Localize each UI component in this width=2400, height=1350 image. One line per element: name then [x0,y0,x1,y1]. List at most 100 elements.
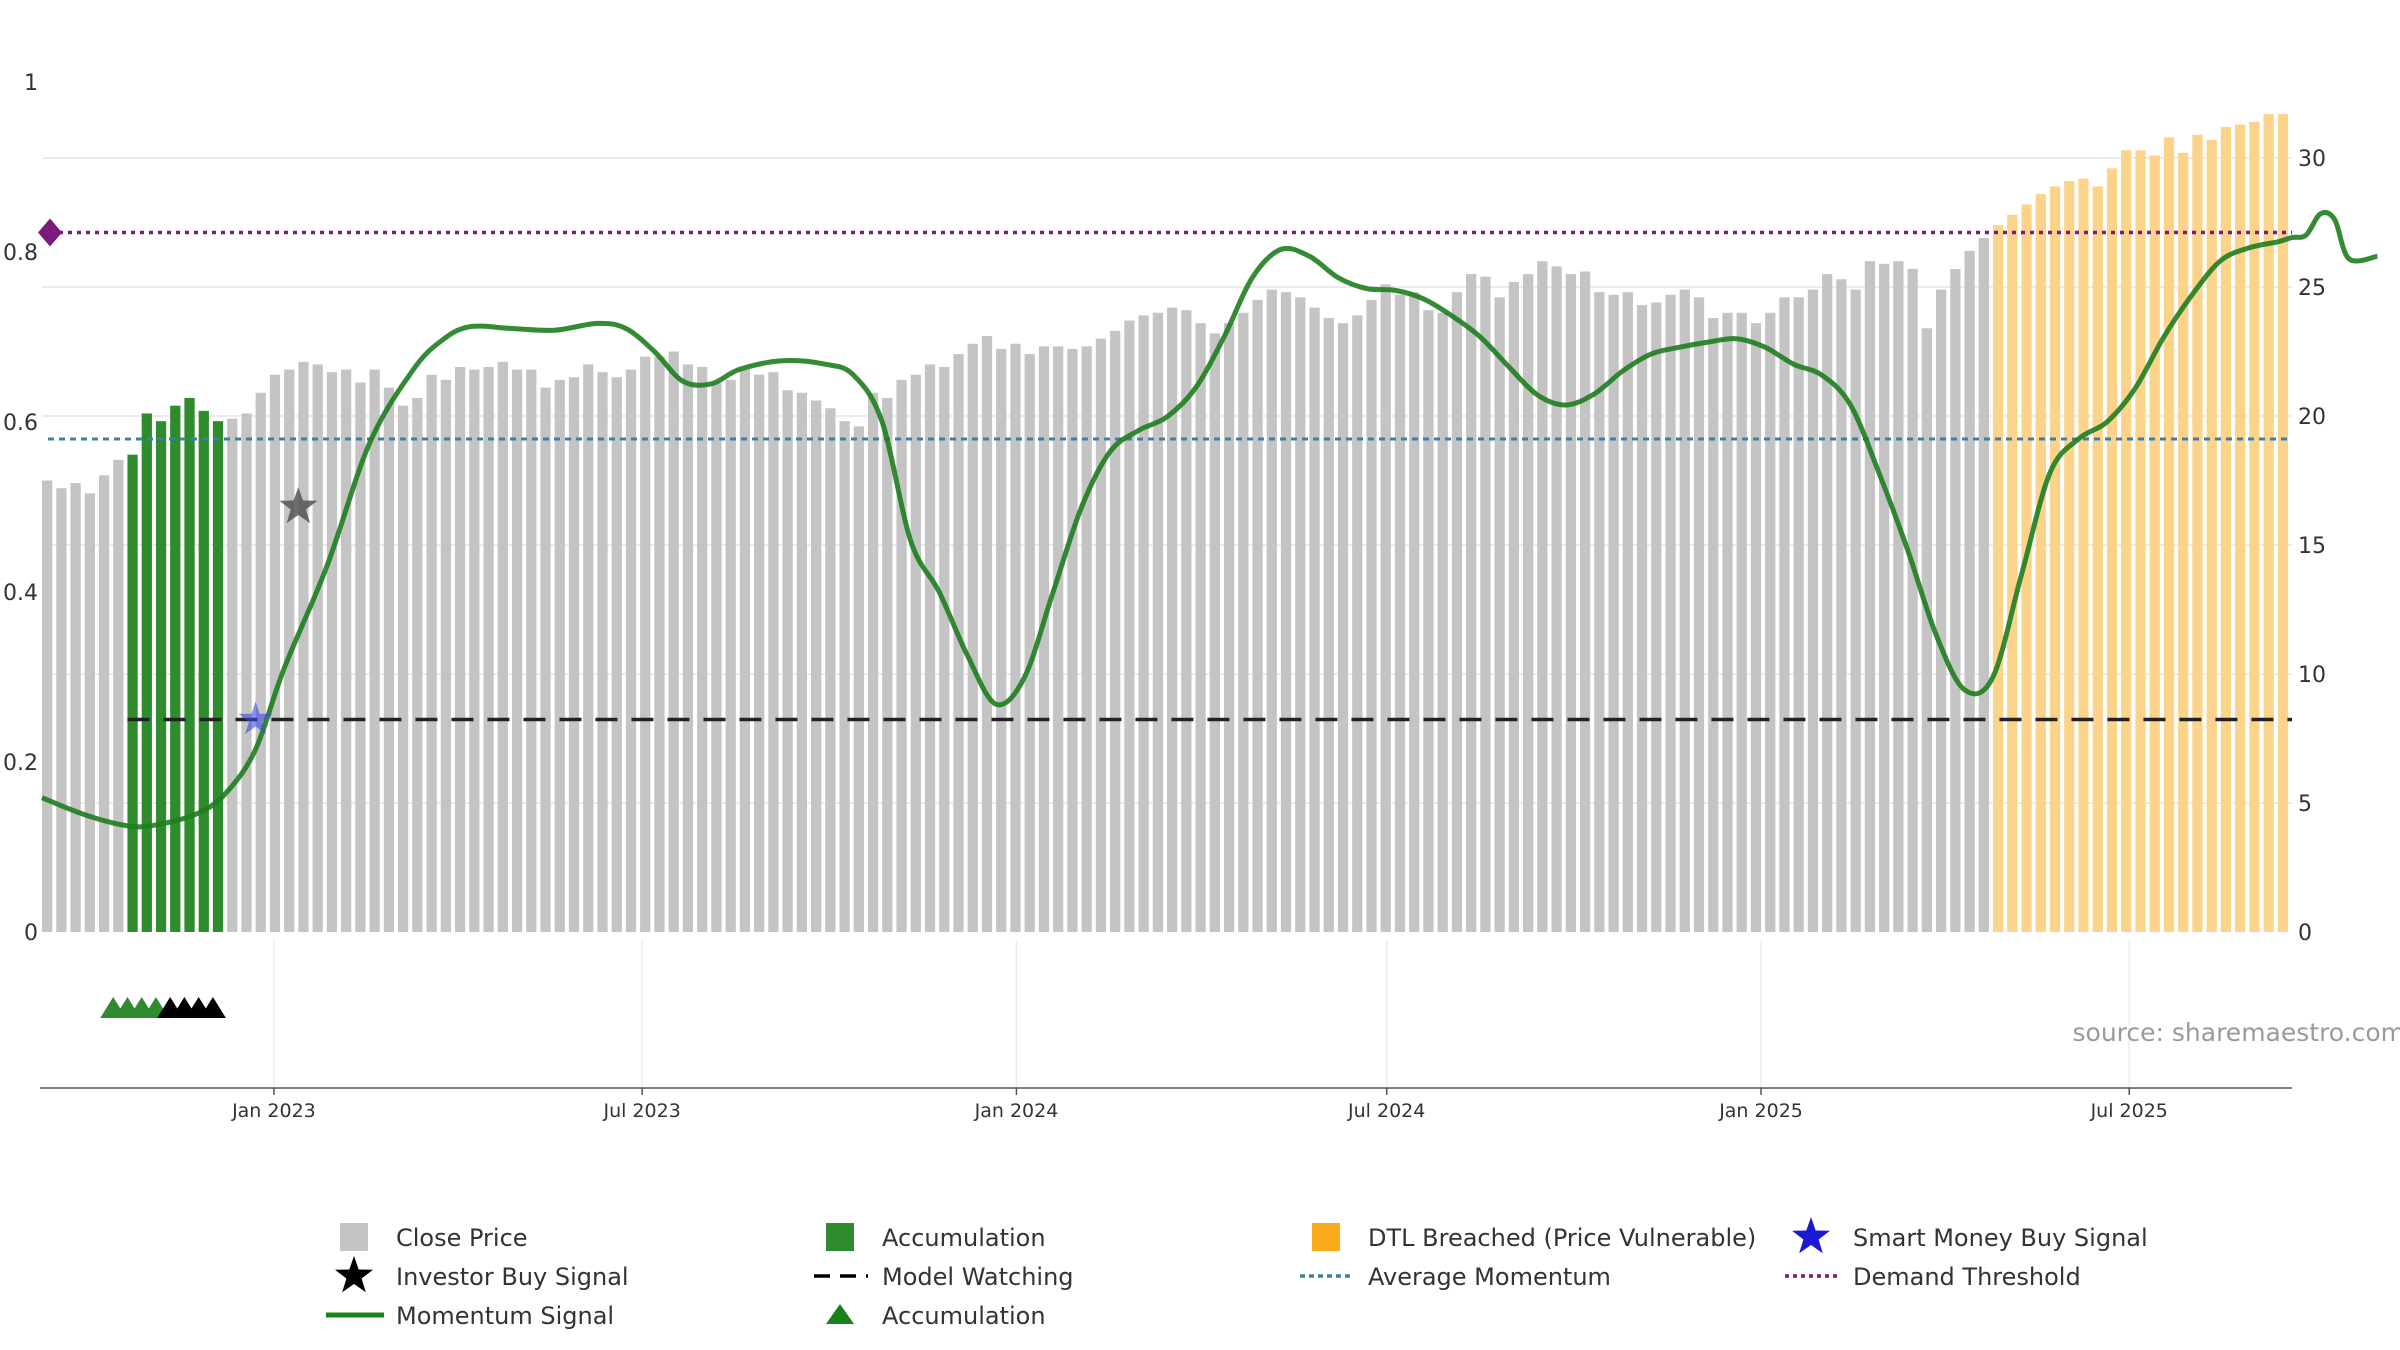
legend-item: Demand Threshold [1785,1263,2081,1291]
legend-swatch [826,1223,854,1251]
close-price-bar [924,364,936,932]
close-price-bar [1252,299,1263,932]
close-price-bar [1565,274,1576,933]
accumulation-bar [127,454,138,932]
legend-label: Close Price [396,1224,528,1252]
left-axis-tick-label: 0.4 [3,581,38,606]
close-price-bar [1366,299,1377,932]
close-price-bar [269,374,281,933]
close-price-bar [1893,261,1904,932]
close-price-bar [1038,346,1050,933]
accumulation-bar [141,413,152,932]
dtl-breached-bar [2121,150,2132,932]
close-price-bar [1394,294,1406,932]
dtl-breached-bar [2163,137,2175,933]
close-price-bar [1067,348,1078,932]
close-price-bar [454,366,466,933]
right-axis-tick-label: 30 [2298,147,2326,172]
close-price-bar [1223,323,1235,932]
close-price-bar [1736,312,1747,932]
close-price-bar [326,372,338,932]
demand-threshold-diamond [38,218,62,247]
left-axis-tick-label: 0.6 [3,411,38,436]
close-price-bar [1095,338,1107,933]
dtl-breached-bar [2021,204,2032,932]
close-price-bar [1167,307,1178,932]
legend-label: Model Watching [882,1263,1074,1291]
right-axis-tick-label: 10 [2298,663,2326,688]
left-axis-tick-label: 0.8 [3,241,38,266]
right-axis-tick-label: 15 [2298,534,2326,559]
close-price-bar [1836,279,1847,932]
close-price-bar [1010,343,1021,932]
close-price-bar [1636,305,1648,932]
legend-item: Close Price [340,1223,528,1252]
close-price-bar [1765,312,1776,932]
x-axis-tick-label: Jan 2023 [231,1100,316,1122]
close-price-bar [1195,323,1206,932]
close-price-bar [782,390,793,932]
close-price-bar [440,379,451,932]
dtl-breached-bar [2263,114,2274,932]
close-price-bar [1651,302,1662,933]
dtl-breached-bar [2178,152,2189,933]
close-price-bar [1437,312,1448,932]
close-price-bar [526,369,537,932]
dtl-breached-bar [2049,186,2061,932]
close-price-bar [483,366,494,933]
close-price-bar [967,343,978,932]
close-price-bar [1879,263,1890,932]
close-price-bar [953,354,964,933]
signal-markers [38,218,318,1018]
close-price-bar [1579,271,1591,932]
close-price-bar [469,369,480,932]
dtl-breached-bar [2035,194,2046,932]
dtl-breached-bar [2135,150,2146,932]
close-price-bar [1508,281,1520,933]
close-price-bar [1807,289,1819,933]
right-axis-tick-label: 25 [2298,276,2326,301]
legend-item: Accumulation [826,1302,1046,1330]
close-price-bar [739,369,751,932]
legend-item: Momentum Signal [326,1302,614,1330]
close-price-bar [1053,346,1064,933]
close-price-bar [227,418,238,933]
legend-label: Average Momentum [1368,1263,1611,1291]
source-label: source: sharemaestro.com [2073,1018,2400,1047]
close-price-bar [1323,317,1334,933]
legend-triangle-icon [826,1304,854,1324]
close-price-bar [597,372,608,932]
close-price-bar [939,366,950,933]
close-price-bar [1337,323,1349,932]
close-price-bar [1964,250,1975,932]
close-price-bar [1081,346,1092,933]
smart-money-buy-signal-star [238,701,273,735]
close-price-bar [369,369,380,932]
dtl-breached-bar [2078,178,2089,932]
close-price-bar [497,361,508,932]
right-axis-tick-label: 20 [2298,405,2326,430]
close-price-bar [1110,330,1121,932]
left-axis-tick-label: 0.2 [3,751,38,776]
legend-star-icon [1792,1217,1830,1254]
x-axis-tick-label: Jan 2024 [974,1100,1059,1122]
close-price-bar [1850,289,1861,933]
investor-buy-signal-star [279,487,318,524]
close-price-bar [1665,294,1676,932]
close-price-bar [70,483,81,932]
close-price-bar [1750,323,1762,932]
legend-item: Smart Money Buy Signal [1792,1217,2148,1254]
legend-label: DTL Breached (Price Vulnerable) [1368,1224,1756,1252]
close-price-bar [1409,292,1420,932]
close-price-bar [1793,297,1804,932]
x-axis-tick-label: Jan 2025 [1718,1100,1803,1122]
close-price-bar [1822,274,1833,933]
dtl-breached-bar [2277,114,2289,932]
close-price-bar [1935,289,1947,933]
accumulation-bar [198,410,209,933]
close-price-bar [768,372,779,932]
close-price-bar [825,408,836,932]
close-price-bar [426,374,437,933]
